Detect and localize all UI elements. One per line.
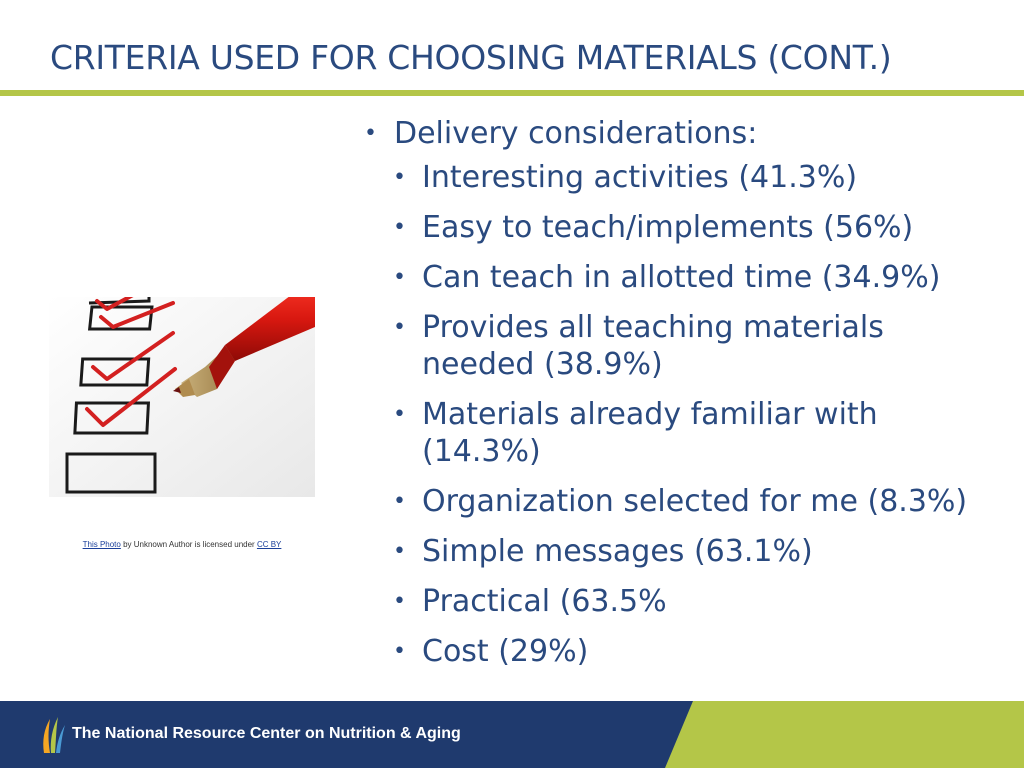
list-item: • Interesting activities (41.3%) <box>364 159 1004 196</box>
list-item-text: Practical (63.5% <box>422 584 667 619</box>
list-item: • Provides all teaching materials needed (… <box>364 309 1004 383</box>
list-item-text-cont: (14.3%) <box>422 434 541 469</box>
list-item: • Materials already familiar with (14.3%) <box>364 396 1004 470</box>
list-item-text: Easy to teach/implements (56%) <box>422 210 914 245</box>
bullet-icon: • <box>393 165 406 190</box>
list-item: • Organization selected for me (8.3%) <box>364 483 1004 520</box>
list-item: • Can teach in allotted time (34.9%) <box>364 259 1004 296</box>
list-item-text: Interesting activities (41.3%) <box>422 160 858 195</box>
bullet-icon: • <box>393 539 406 564</box>
attribution-text: by Unknown Author is licensed under <box>120 540 257 549</box>
list-item: • Cost (29%) <box>364 633 1004 670</box>
list-item-text: Can teach in allotted time (34.9%) <box>422 260 941 295</box>
list-item-text: Materials already familiar with <box>422 397 878 432</box>
checklist-photo <box>49 297 315 497</box>
bullet-icon: • <box>393 315 406 340</box>
bullet-icon: • <box>393 215 406 240</box>
bullet-icon: • <box>393 265 406 290</box>
list-item-text: Simple messages (63.1%) <box>422 534 813 569</box>
footer-bar: The National Resource Center on Nutritio… <box>0 701 1024 768</box>
org-name: The National Resource Center on Nutritio… <box>72 725 461 742</box>
bullet-list: • Interesting activities (41.3%) • Easy to… <box>364 159 1004 670</box>
footer-blue-band <box>0 701 693 768</box>
bullet-heading-text: Delivery considerations: <box>394 116 758 151</box>
bullet-icon: • <box>393 589 406 614</box>
bullet-heading: • Delivery considerations: <box>364 112 1004 155</box>
list-item-text: Provides all teaching materials <box>422 310 884 345</box>
bullet-icon: • <box>364 121 377 146</box>
list-item: • Practical (63.5% <box>364 583 1004 620</box>
photo-attribution: This Photo by Unknown Author is licensed… <box>49 540 315 549</box>
bullet-icon: • <box>393 639 406 664</box>
slide-title: CRITERIA USED FOR CHOOSING MATERIALS (CO… <box>50 38 892 77</box>
license-link[interactable]: CC BY <box>256 540 282 549</box>
list-item-text: Cost (29%) <box>422 634 589 669</box>
list-item-text: Organization selected for me (8.3%) <box>422 484 968 519</box>
photo-link[interactable]: This Photo <box>82 540 121 549</box>
list-item: • Simple messages (63.1%) <box>364 533 1004 570</box>
bullet-icon: • <box>393 402 406 427</box>
list-item: • Easy to teach/implements (56%) <box>364 209 1004 246</box>
leaf-logo-icon <box>43 717 65 753</box>
list-item-text-cont: needed (38.9%) <box>422 347 663 382</box>
bullet-content: • Delivery considerations: • Interesting … <box>364 112 1004 683</box>
bullet-icon: • <box>393 489 406 514</box>
title-divider <box>0 90 1024 96</box>
